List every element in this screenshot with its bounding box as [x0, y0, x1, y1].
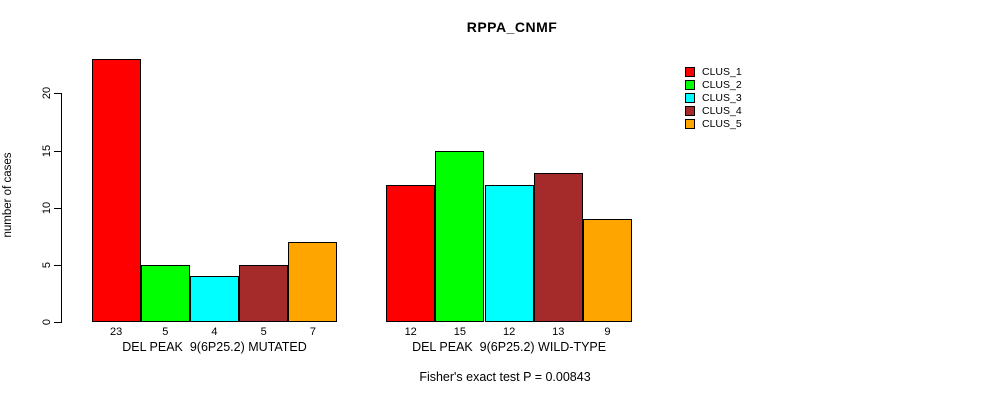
- y-axis-line: [61, 93, 62, 323]
- legend-label: CLUS_4: [702, 105, 742, 117]
- legend-swatch-clus_5: [685, 119, 695, 129]
- fisher-test-annotation: Fisher's exact test P = 0.00843: [419, 370, 591, 384]
- legend-swatch-clus_3: [685, 93, 695, 103]
- bar-value-label: 13: [552, 326, 565, 338]
- y-axis-tick: [54, 265, 61, 266]
- y-axis-tick: [54, 151, 61, 152]
- bar-group2-clus_2: [435, 150, 485, 322]
- bar-group2-clus_5: [582, 219, 633, 322]
- group-label-mutated: DEL PEAK 9(6P25.2) MUTATED: [122, 340, 307, 354]
- bar-value-label: 4: [211, 326, 218, 338]
- chart-title: RPPA_CNMF: [466, 19, 558, 35]
- bar-value-label: 12: [404, 326, 417, 338]
- bar-value-label: 5: [162, 326, 169, 338]
- y-axis-tick: [54, 208, 61, 209]
- bar-value-label: 7: [309, 326, 316, 338]
- legend-label: CLUS_3: [702, 92, 742, 104]
- bar-value-label: 9: [604, 326, 611, 338]
- bar-group2-clus_3: [484, 184, 534, 322]
- y-axis-tick-label: 10: [41, 201, 53, 215]
- y-axis-tick-label: 15: [41, 144, 53, 158]
- bar-group2-clus_4: [533, 173, 583, 322]
- bar-group1-clus_5: [288, 241, 338, 322]
- bar-value-label: 23: [109, 326, 123, 338]
- legend-swatch-clus_1: [685, 67, 695, 77]
- group-label-wild-type: DEL PEAK 9(6P25.2) WILD-TYPE: [412, 340, 607, 354]
- bar-group2-clus_1: [386, 184, 436, 322]
- legend-label: CLUS_1: [702, 66, 742, 78]
- y-axis-tick: [54, 322, 61, 323]
- y-axis-label: number of cases: [2, 152, 14, 238]
- bar-value-label: 15: [453, 326, 467, 338]
- y-axis-tick: [54, 93, 61, 94]
- bar-group1-clus_3: [189, 276, 240, 322]
- y-axis-tick-label: 20: [41, 86, 53, 100]
- legend-label: CLUS_5: [702, 118, 742, 130]
- legend-swatch-clus_2: [685, 80, 695, 90]
- bar-group1-clus_4: [239, 264, 289, 322]
- bar-group1-clus_2: [140, 264, 190, 322]
- y-axis-tick-label: 5: [41, 261, 53, 269]
- bar-value-label: 5: [260, 326, 267, 338]
- legend-label: CLUS_2: [702, 79, 742, 91]
- legend-swatch-clus_4: [685, 106, 695, 116]
- bar-group1-clus_1: [91, 59, 141, 322]
- y-axis-tick-label: 0: [41, 318, 53, 326]
- bar-value-label: 12: [502, 326, 516, 338]
